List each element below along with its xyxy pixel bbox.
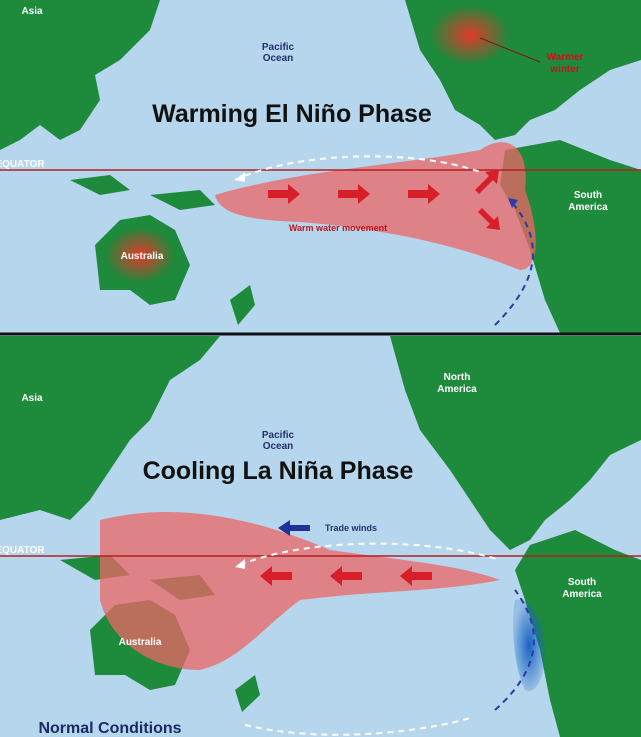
- label: Australia: [121, 251, 164, 262]
- land: [515, 530, 641, 737]
- label: South America: [562, 577, 602, 600]
- arrowhead: [508, 198, 518, 208]
- title: Cooling La Niña Phase: [143, 457, 414, 485]
- warm-water: [215, 142, 536, 270]
- label: North America: [437, 372, 477, 395]
- label: Asia: [21, 6, 43, 17]
- islands: [70, 175, 255, 325]
- label: Trade winds: [325, 523, 377, 533]
- bottom-panel: North America Asia Pacific Ocean Cooling L…: [0, 336, 641, 737]
- circulation: [239, 542, 501, 566]
- warm-water: [100, 511, 500, 670]
- label: Warm water movement: [289, 223, 387, 233]
- pointer: [479, 37, 541, 63]
- circulation: [494, 199, 534, 326]
- land: [390, 336, 641, 550]
- top-panel: Asia Pacific Ocean Warmer winter Warming E…: [0, 0, 641, 333]
- arrows: [260, 566, 432, 586]
- label: Pacific Ocean: [262, 430, 295, 452]
- arrow: [278, 520, 310, 536]
- land: [0, 336, 220, 520]
- label: EQUATOR: [0, 545, 45, 556]
- land: [500, 140, 641, 333]
- label: EQUATOR: [0, 159, 45, 170]
- heat: [105, 227, 175, 283]
- arrowhead: [235, 559, 245, 569]
- label: Asia: [21, 393, 43, 404]
- label: Pacific Ocean: [262, 42, 295, 64]
- cold-water: [513, 599, 545, 691]
- caption: Normal Conditions: [38, 720, 181, 737]
- arrows: [268, 170, 500, 230]
- arrowhead: [235, 172, 245, 182]
- label: South America: [568, 190, 608, 213]
- label: Warmer winter: [547, 52, 584, 75]
- circulation: [234, 155, 481, 181]
- label: Australia: [119, 637, 162, 648]
- heat: [430, 5, 510, 65]
- land: [0, 0, 160, 150]
- title: Warming El Niño Phase: [152, 100, 432, 128]
